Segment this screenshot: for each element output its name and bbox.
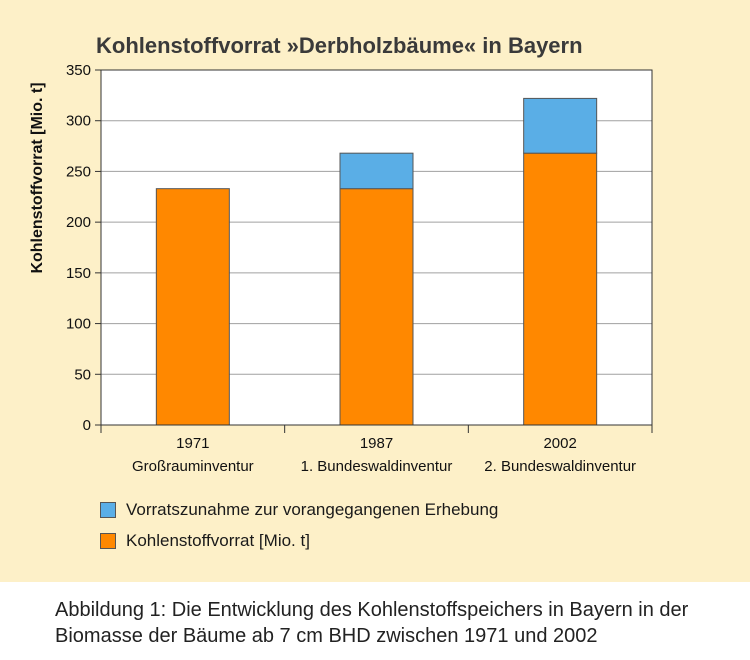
x-tick-label: 1. Bundeswaldinventur <box>301 458 453 475</box>
bar-1971-stock <box>155 188 230 426</box>
y-tick-label: 100 <box>66 316 91 333</box>
bar-2002-stock <box>523 152 598 426</box>
legend-swatch-stock <box>100 533 116 549</box>
y-tick-label: 0 <box>83 417 91 434</box>
figure-caption: Abbildung 1: Die Entwicklung des Kohlens… <box>55 599 689 647</box>
chart-svg: 0 50 100 150 200 250 300 350 1971 Großrauminventu… <box>29 62 653 475</box>
x-tick-label: Großrauminventur <box>132 458 254 475</box>
bar-1987-stock <box>339 188 414 426</box>
legend-label-increase: Vorratszunahme zur vorangegangenen Erheb… <box>126 500 499 519</box>
legend-item-stock: Kohlenstoffvorrat [Mio. t] <box>100 531 310 551</box>
x-tick-year: 1971 <box>176 435 209 452</box>
y-tick-label: 350 <box>66 62 91 79</box>
legend-label-stock: Kohlenstoffvorrat [Mio. t] <box>126 531 310 550</box>
x-tick-label: 2. Bundeswaldinventur <box>484 458 636 475</box>
y-tick-label: 300 <box>66 113 91 130</box>
legend-swatch-increase <box>100 502 116 518</box>
y-axis-label: Kohlenstoffvorrat [Mio. t] <box>29 82 46 273</box>
y-tick-label: 250 <box>66 163 91 180</box>
chart-figure: Kohlenstoffvorrat »Derbholzbäume« in Bay… <box>0 0 750 582</box>
axes: 0 50 100 150 200 250 300 350 1971 Großrauminventu… <box>66 62 653 475</box>
y-tick-label: 200 <box>66 214 91 231</box>
bar-2002-increase <box>523 97 598 154</box>
plot-frame <box>100 69 653 426</box>
x-tick-year: 1987 <box>360 435 393 452</box>
legend-item-increase: Vorratszunahme zur vorangegangenen Erheb… <box>100 500 498 520</box>
y-tick-label: 150 <box>66 265 91 282</box>
bars <box>155 97 598 426</box>
y-tick-label: 50 <box>74 366 91 383</box>
bar-1987-increase <box>339 152 414 190</box>
x-tick-year: 2002 <box>543 435 576 452</box>
chart-title: Kohlenstoffvorrat »Derbholzbäume« in Bay… <box>96 33 583 58</box>
